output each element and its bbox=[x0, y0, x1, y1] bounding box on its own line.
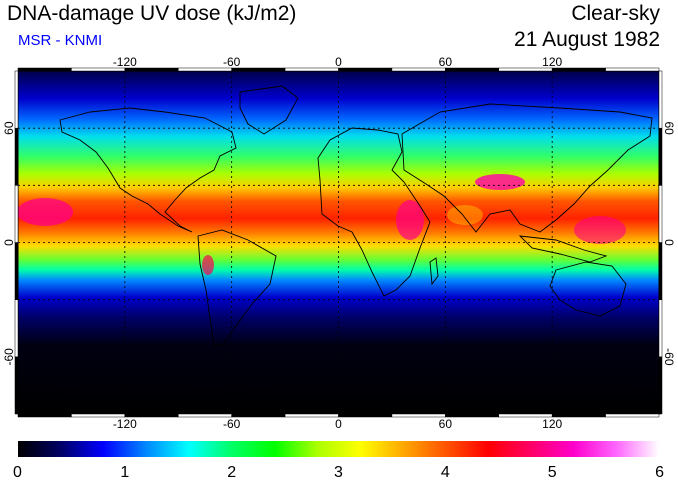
frame-tick-top bbox=[605, 67, 660, 72]
frame-tick-right bbox=[658, 242, 663, 300]
sky-condition-label: Clear-sky bbox=[571, 2, 660, 25]
frame-tick-bottom bbox=[338, 413, 393, 418]
graticule bbox=[18, 71, 659, 414]
colorbar-tick-label: 0 bbox=[13, 464, 22, 480]
lat-tick-label-left: 0 bbox=[2, 239, 16, 246]
frame-tick-bottom bbox=[445, 413, 500, 418]
lat-tick-label-right: -60 bbox=[662, 348, 676, 366]
frame-tick-top bbox=[17, 67, 72, 72]
greenland-outline bbox=[239, 85, 299, 135]
colorbar-tick-label: 5 bbox=[548, 464, 557, 480]
colorbar-tick-label: 3 bbox=[334, 464, 343, 480]
lat-tick-label-left: 60 bbox=[2, 121, 16, 135]
south-america-outline bbox=[197, 229, 277, 347]
map-title: DNA-damage UV dose (kJ/m2) bbox=[7, 2, 297, 25]
indonesia-outline bbox=[518, 235, 608, 263]
colorbar-tick-label: 2 bbox=[227, 464, 236, 480]
frame-tick-top bbox=[338, 67, 393, 72]
frame-tick-bottom bbox=[284, 413, 339, 418]
frame-tick-top bbox=[391, 67, 446, 72]
australia-outline bbox=[549, 261, 627, 317]
madagascar-outline bbox=[429, 257, 439, 286]
asia-outline bbox=[401, 103, 653, 233]
hotspot-tibet bbox=[475, 174, 525, 190]
lat-tick-label-left: -60 bbox=[2, 348, 16, 366]
lon-tick-label-top: 0 bbox=[335, 55, 342, 69]
date-label: 21 August 1982 bbox=[514, 28, 660, 51]
lon-tick-label-top: 60 bbox=[439, 55, 453, 69]
frame-tick-bottom bbox=[391, 413, 446, 418]
frame-tick-top bbox=[284, 67, 339, 72]
hotspot-andes bbox=[202, 255, 214, 275]
frame-tick-right bbox=[658, 356, 663, 415]
cool-patch-india bbox=[447, 205, 483, 225]
lon-tick-label-bottom: 120 bbox=[542, 417, 562, 431]
lon-tick-label-top: -120 bbox=[113, 55, 137, 69]
colorbar-labels: 0 1 2 3 4 5 6 bbox=[13, 464, 664, 480]
lon-tick-label-bottom: 0 bbox=[335, 417, 342, 431]
frame-tick-left bbox=[14, 242, 19, 300]
hotspot-pacific bbox=[18, 198, 73, 226]
europe-africa-outline bbox=[317, 127, 431, 297]
lon-tick-label-top: 120 bbox=[542, 55, 562, 69]
frame-tick-top bbox=[445, 67, 500, 72]
colorbar-tick-label: 6 bbox=[655, 464, 664, 480]
frame-ticks bbox=[14, 67, 663, 418]
institution-label: MSR - KNMI bbox=[18, 32, 103, 49]
antarctica-outline bbox=[18, 385, 659, 395]
lon-tick-label-bottom: -120 bbox=[113, 417, 137, 431]
colorbar-tick-label: 4 bbox=[441, 464, 450, 480]
lat-tick-label-right: 0 bbox=[662, 239, 676, 246]
north-america-outline bbox=[59, 107, 237, 233]
frame-tick-bottom bbox=[17, 413, 72, 418]
frame-tick-left bbox=[14, 185, 19, 243]
hotspot-saudi bbox=[396, 200, 424, 240]
hotspot-west-pacific bbox=[574, 216, 626, 244]
colorbar-tick-label: 1 bbox=[120, 464, 129, 480]
axis-tick-labels: -120 -60 0 60 120 -120 -60 0 60 120 60 0 -60 60 0 -60 bbox=[2, 55, 676, 431]
colorbar-bar bbox=[18, 441, 659, 457]
frame-tick-left bbox=[14, 70, 19, 129]
frame-tick-right bbox=[658, 185, 663, 243]
frame-tick-right bbox=[658, 299, 663, 358]
frame-tick-bottom bbox=[605, 413, 660, 418]
coastlines bbox=[18, 85, 659, 395]
colorbar: 0 1 2 3 4 5 6 bbox=[13, 441, 664, 480]
lon-tick-label-top: -60 bbox=[223, 55, 241, 69]
frame-tick-left bbox=[14, 127, 19, 186]
frame-tick-right bbox=[658, 127, 663, 186]
frame-tick-right bbox=[658, 70, 663, 129]
lon-tick-label-bottom: -60 bbox=[223, 417, 241, 431]
lat-tick-label-right: 60 bbox=[662, 121, 676, 135]
lon-tick-label-bottom: 60 bbox=[439, 417, 453, 431]
